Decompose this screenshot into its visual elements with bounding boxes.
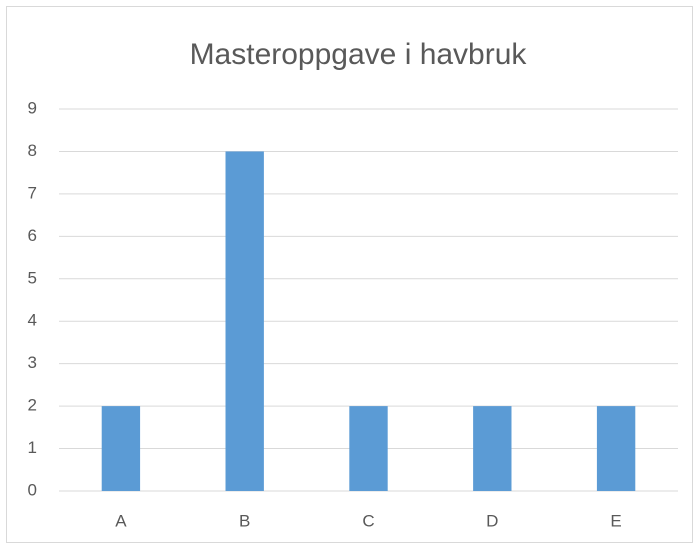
bar [596, 406, 636, 491]
y-tick-label: 5 [28, 268, 37, 287]
chart-title: Masteroppgave i havbruk [190, 38, 528, 71]
y-tick-label: 6 [28, 226, 37, 245]
bar [225, 151, 264, 491]
y-tick-label: 9 [28, 98, 37, 117]
bar [349, 406, 388, 491]
x-tick-label: B [239, 511, 250, 530]
x-tick-label: E [610, 511, 621, 530]
y-tick-label: 3 [28, 353, 37, 372]
y-tick-label: 4 [28, 311, 37, 330]
x-tick-label: C [362, 511, 374, 530]
bar [473, 406, 512, 491]
y-tick-label: 7 [28, 183, 37, 202]
y-tick-label: 8 [28, 141, 37, 160]
y-tick-label: 2 [28, 396, 37, 415]
y-tick-label: 1 [28, 438, 37, 457]
x-tick-label: A [115, 511, 127, 530]
bar [101, 406, 141, 491]
x-tick-label: D [486, 511, 498, 530]
y-tick-label: 0 [28, 480, 37, 499]
